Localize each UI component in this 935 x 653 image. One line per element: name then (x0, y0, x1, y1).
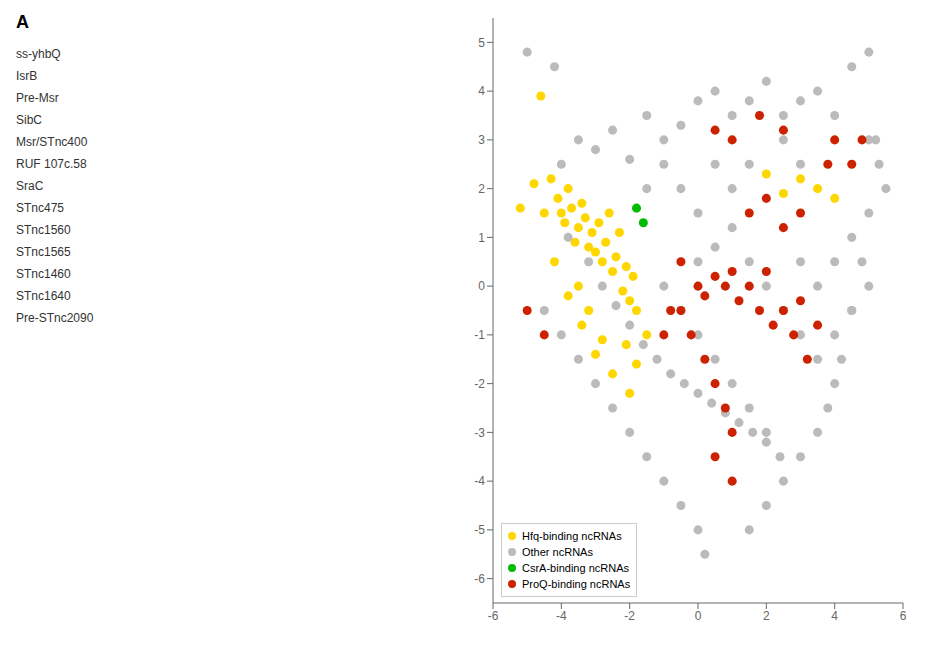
svg-text:-5: -5 (474, 523, 485, 537)
html-text:SraC: SraC (16, 179, 44, 193)
svg-text:5: 5 (478, 36, 485, 50)
svg-text:-2: -2 (474, 377, 485, 391)
svg-text:1: 1 (478, 231, 485, 245)
html-text:Pre-Msr: Pre-Msr (16, 91, 59, 105)
html-text:STnc1560: STnc1560 (16, 223, 71, 237)
svg-text:4: 4 (478, 84, 485, 98)
svg-text:0: 0 (478, 279, 485, 293)
html-text:CsrA-binding ncRNAs: CsrA-binding ncRNAs (522, 562, 629, 574)
svg-text:-6: -6 (474, 572, 485, 586)
svg-text:-4: -4 (556, 609, 567, 623)
html-text:STnc1565: STnc1565 (16, 245, 71, 259)
html-text:RUF 107c.58: RUF 107c.58 (16, 157, 87, 171)
svg-text:-6: -6 (488, 609, 499, 623)
html-text:Other ncRNAs: Other ncRNAs (522, 546, 593, 558)
svg-text:-4: -4 (474, 474, 485, 488)
svg-text:6: 6 (900, 609, 907, 623)
html-text:STnc1460: STnc1460 (16, 267, 71, 281)
svg-text:2: 2 (478, 182, 485, 196)
html-text:STnc475: STnc475 (16, 201, 64, 215)
html-text:STnc1640: STnc1640 (16, 289, 71, 303)
html-text:SibC: SibC (16, 113, 42, 127)
svg-text:-3: -3 (474, 426, 485, 440)
html-text:Hfq-binding ncRNAs: Hfq-binding ncRNAs (522, 530, 622, 542)
html-text:ss-yhbQ: ss-yhbQ (16, 47, 61, 61)
html-text:IsrB: IsrB (16, 69, 38, 83)
html-text:Msr/STnc400: Msr/STnc400 (16, 135, 88, 149)
html-text:Pre-STnc2090: Pre-STnc2090 (16, 311, 94, 325)
svg-text:2: 2 (763, 609, 770, 623)
svg-text:4: 4 (831, 609, 838, 623)
html-text:ProQ-binding ncRNAs: ProQ-binding ncRNAs (522, 578, 631, 590)
html-text:A: A (16, 12, 29, 32)
svg-text:3: 3 (478, 133, 485, 147)
svg-text:0: 0 (695, 609, 702, 623)
svg-text:-1: -1 (474, 328, 485, 342)
svg-text:-2: -2 (624, 609, 635, 623)
